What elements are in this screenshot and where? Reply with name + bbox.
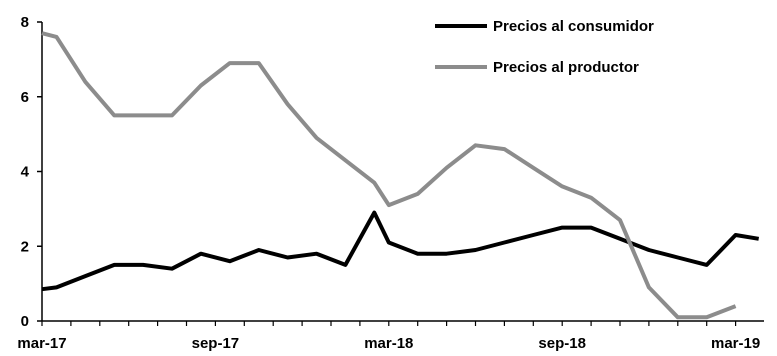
y-tick-label: 4	[21, 164, 30, 181]
axes: 0 2 4 6 8 mar-17 sep-17 mar-18 sep-18 mar-19	[17, 14, 764, 352]
x-tick-label: sep-18	[538, 335, 586, 352]
x-tick-label: mar-18	[364, 335, 413, 352]
x-tick-label: mar-19	[711, 335, 760, 352]
x-tick-label: mar-17	[17, 335, 66, 352]
y-tick-label: 8	[21, 14, 29, 31]
legend-label: Precios al consumidor	[493, 18, 654, 35]
legend-label: Precios al productor	[493, 59, 639, 76]
x-tick-label: sep-17	[192, 335, 240, 352]
legend: Precios al consumidor Precios al producto…	[435, 18, 654, 76]
series-line-productor	[41, 31, 737, 320]
series-line-consumidor	[41, 210, 760, 292]
y-tick-label: 0	[21, 313, 29, 330]
y-tick-label: 2	[21, 238, 29, 255]
y-tick-label: 6	[21, 89, 29, 106]
series-layer	[41, 31, 760, 320]
